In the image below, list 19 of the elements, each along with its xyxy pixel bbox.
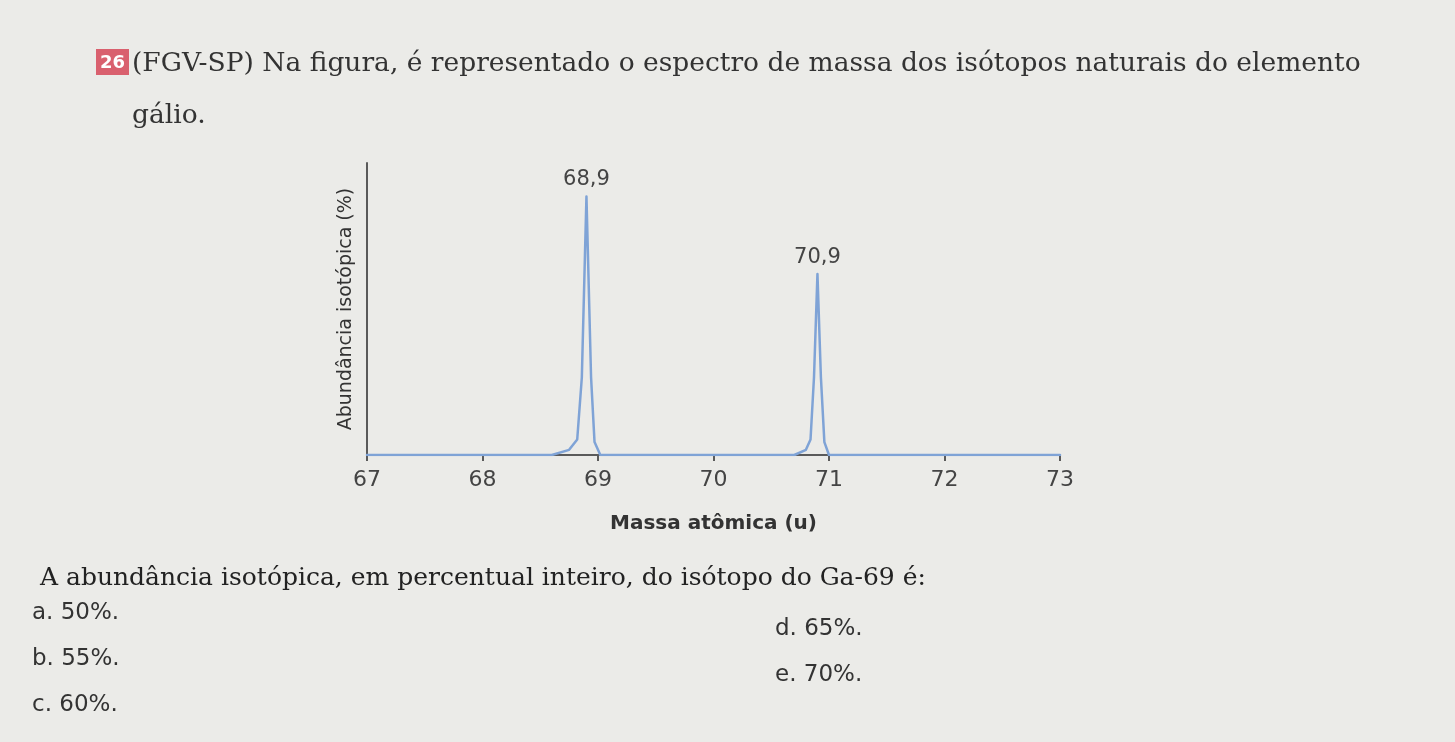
chart-title: (FGV-SP) Na figura, é representado o espectro de massa dos isótopos naturais do elemento gálio. [132,45,1362,131]
text: d. 65%. [775,614,863,640]
x-tick-label: 70 [699,465,728,491]
x-tick-label: 73 [1046,465,1074,491]
text: e. 70%. [775,660,863,686]
annotation: 70,9 [794,243,841,268]
x-tick-label: 71 [815,465,843,491]
x-axis-title: Massa atômica (u) [610,510,817,534]
x-tick-label: 68 [468,465,497,491]
x-tick-label: 69 [584,465,612,491]
text: b. 55%. [32,644,120,670]
text: c. 60%. [32,690,118,716]
x-tick-label: 72 [930,465,959,491]
text: 26 [96,49,130,75]
text: a. 50%. [32,598,120,624]
text: A abundância isotópica, em percentual inteiro, do isótopo do Ga-69 é: [40,562,926,591]
annotation: 68,9 [563,166,610,191]
x-tick-label: 67 [353,465,381,491]
y-axis-title: Abundância isotópica (%) [332,187,355,431]
